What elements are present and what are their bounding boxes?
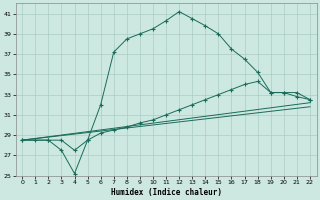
X-axis label: Humidex (Indice chaleur): Humidex (Indice chaleur) [111, 188, 221, 197]
